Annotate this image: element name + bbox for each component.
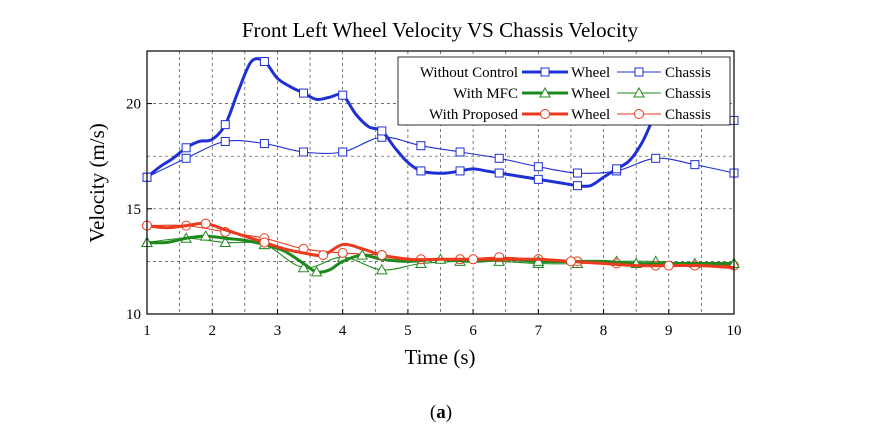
y-tick-label: 20 — [126, 97, 141, 113]
x-tick-label: 6 — [469, 323, 477, 339]
data-point-marker — [416, 141, 426, 151]
data-point-marker — [651, 153, 661, 163]
x-tick-label: 1 — [143, 323, 151, 339]
data-point-marker — [663, 260, 674, 271]
legend-chassis-label: Chassis — [665, 65, 711, 81]
data-point-marker — [612, 164, 622, 174]
data-point-marker — [376, 250, 387, 261]
data-point-marker — [299, 147, 309, 157]
legend-chassis-label: Chassis — [665, 86, 711, 102]
x-tick-label: 7 — [535, 323, 543, 339]
data-point-marker — [299, 88, 309, 98]
data-point-marker — [455, 166, 465, 176]
x-tick-label: 2 — [208, 323, 216, 339]
legend-group-label: With MFC — [453, 86, 518, 102]
data-point-marker — [572, 181, 582, 191]
data-point-marker — [259, 57, 269, 67]
x-tick-label: 3 — [274, 323, 282, 339]
data-point-marker — [338, 90, 348, 100]
x-tick-label: 8 — [600, 323, 608, 339]
series-line — [146, 136, 735, 178]
legend-chassis-marker — [634, 109, 644, 119]
legend-wheel-marker — [539, 86, 551, 98]
caption-letter: a — [436, 402, 446, 423]
series-lines — [141, 57, 740, 277]
series-line — [146, 57, 735, 188]
data-point-marker — [220, 120, 230, 130]
data-point-marker — [572, 168, 582, 178]
data-point-marker — [377, 126, 387, 136]
x-tick-label: 10 — [727, 323, 742, 339]
legend-chassis-label: Chassis — [665, 107, 711, 123]
data-point-marker — [375, 263, 388, 275]
data-point-marker — [468, 254, 479, 265]
data-point-marker — [338, 147, 348, 157]
data-point-marker — [494, 153, 504, 163]
data-point-marker — [200, 218, 211, 229]
data-point-marker — [337, 247, 348, 258]
figure-caption: (a) — [430, 402, 452, 423]
legend-wheel-marker — [540, 67, 550, 77]
y-tick-label: 10 — [126, 307, 141, 323]
series-without-control-chassis — [142, 132, 739, 182]
x-tick-label: 5 — [404, 323, 412, 339]
data-point-marker — [181, 153, 191, 163]
legend-group-label: With Proposed — [429, 107, 518, 123]
x-tick-label: 4 — [339, 323, 347, 339]
axis-ticks: 1 2 3 4 5 6 7 8 9 10 10 15 20 — [126, 97, 742, 339]
data-point-marker — [310, 265, 323, 277]
legend: Without Control Wheel Chassis With MFC Wheel… — [397, 56, 731, 126]
y-tick-label: 15 — [126, 202, 141, 218]
data-point-marker — [532, 255, 545, 266]
data-point-marker — [297, 261, 310, 273]
data-point-marker — [455, 147, 465, 157]
data-point-marker — [690, 160, 700, 170]
y-axis-label: Velocity (m/s) — [85, 123, 109, 243]
x-tick-label: 9 — [665, 323, 673, 339]
data-point-marker — [219, 236, 232, 247]
data-point-marker — [181, 143, 191, 153]
legend-wheel-marker — [540, 109, 550, 119]
plot-frame — [146, 50, 735, 315]
legend-group-label: Without Control — [420, 65, 518, 81]
data-point-marker — [416, 166, 426, 176]
series-line — [146, 221, 735, 270]
x-axis-label: Time (s) — [405, 345, 476, 369]
data-point-marker — [259, 139, 269, 149]
data-point-marker — [565, 256, 576, 267]
data-point-marker — [259, 237, 270, 248]
data-point-marker — [533, 162, 543, 172]
data-point-marker — [356, 249, 369, 260]
legend-chassis-marker — [633, 86, 645, 98]
legend-wheel-label: Wheel — [571, 65, 610, 81]
data-point-marker — [220, 136, 230, 146]
legend-wheel-label: Wheel — [571, 86, 610, 102]
data-point-marker — [533, 174, 543, 184]
chart-title: Front Left Wheel Velocity VS Chassis Vel… — [242, 18, 639, 42]
data-point-marker — [494, 168, 504, 178]
data-point-marker — [318, 250, 329, 261]
legend-chassis-marker — [634, 67, 644, 77]
data-point-marker — [199, 230, 212, 241]
legend-wheel-label: Wheel — [571, 107, 610, 123]
